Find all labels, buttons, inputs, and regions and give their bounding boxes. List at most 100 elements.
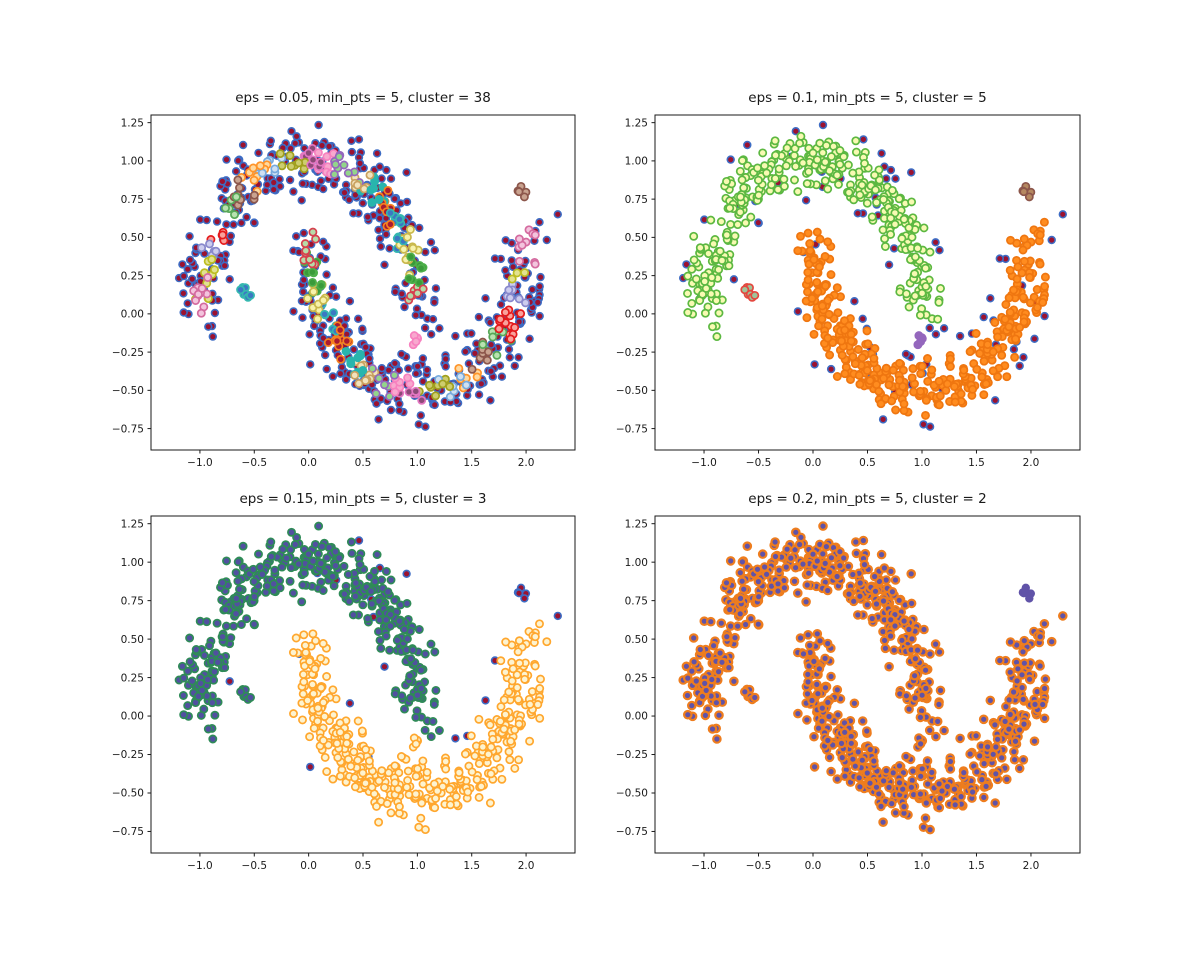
data-point (1015, 323, 1025, 332)
data-point (865, 376, 875, 386)
data-point (331, 561, 340, 571)
data-point (402, 634, 412, 644)
data-point (277, 562, 287, 572)
noise-point (376, 242, 385, 251)
data-point (207, 254, 217, 264)
data-point (429, 779, 439, 789)
data-point (288, 648, 298, 657)
data-point (820, 252, 830, 261)
data-point (798, 559, 808, 569)
data-point (752, 564, 763, 575)
data-point (1035, 259, 1045, 269)
noise-point (375, 234, 385, 243)
data-point (791, 527, 801, 538)
data-point (798, 158, 808, 168)
noise-point (349, 209, 358, 218)
data-point (231, 609, 241, 619)
data-point (793, 588, 803, 598)
data-point (770, 174, 780, 183)
data-point (1004, 293, 1014, 303)
noise-point (375, 162, 384, 171)
data-point (906, 569, 917, 579)
data-point (730, 231, 740, 241)
data-point (405, 671, 415, 681)
data-point (809, 731, 819, 742)
noise-point (411, 311, 420, 320)
data-point (687, 264, 697, 274)
data-point (404, 274, 414, 284)
data-point (233, 576, 243, 586)
y-tick-label: 0.50 (121, 232, 144, 244)
noise-point (178, 260, 187, 269)
data-point (494, 324, 504, 334)
data-point (235, 183, 244, 193)
y-tick-label: −0.75 (616, 826, 648, 838)
data-point (795, 633, 806, 643)
data-point (977, 372, 987, 382)
data-point (299, 630, 309, 640)
data-point (211, 648, 221, 658)
data-point (939, 725, 949, 736)
data-point (730, 632, 740, 643)
data-point (687, 298, 697, 308)
data-point (351, 578, 361, 588)
data-point (823, 184, 833, 194)
axis-ticks: −1.0 −0.5 0.0 0.5 1.0 1.5 2.0 1.25 1.00 0.75 0.50 0… (112, 518, 535, 872)
data-point (802, 580, 813, 590)
data-point (793, 708, 803, 719)
y-tick-label: 0.75 (625, 595, 648, 607)
data-point (460, 749, 470, 759)
data-point (1039, 217, 1049, 227)
data-point (341, 346, 351, 356)
data-point (701, 283, 711, 293)
data-point (876, 399, 886, 409)
noise-point (306, 762, 315, 772)
data-point (890, 575, 901, 585)
data-point (867, 613, 878, 624)
data-point (844, 188, 854, 198)
data-point (808, 148, 818, 158)
data-point (812, 556, 823, 566)
y-tick-label: −0.50 (112, 385, 144, 397)
data-point (230, 210, 239, 220)
data-point (740, 285, 750, 295)
data-point (897, 234, 907, 243)
x-tick-label: 0.0 (805, 860, 822, 872)
data-point (525, 736, 535, 746)
data-point (512, 670, 522, 680)
data-point (377, 766, 387, 776)
data-point (430, 647, 440, 657)
data-point (474, 792, 484, 802)
data-point (507, 274, 517, 284)
data-point (1019, 635, 1030, 646)
data-point (921, 683, 931, 694)
y-tick-label: 1.25 (121, 117, 144, 129)
data-point (380, 782, 389, 792)
data-point (1019, 719, 1029, 729)
data-point (297, 597, 307, 607)
data-point (486, 742, 496, 752)
data-point (390, 387, 400, 397)
data-point (781, 161, 791, 171)
data-point (815, 234, 825, 244)
data-point (988, 366, 998, 376)
data-point (915, 310, 925, 320)
data-point (823, 735, 833, 746)
noise-point (507, 256, 516, 265)
data-point (291, 633, 301, 643)
data-point (857, 755, 868, 766)
data-point (402, 232, 412, 242)
noise-point (810, 360, 819, 369)
data-point (1005, 709, 1016, 720)
data-point (420, 825, 430, 835)
data-point (385, 391, 394, 401)
data-point (899, 399, 909, 409)
data-point (708, 640, 719, 651)
data-point (416, 263, 426, 273)
data-point (904, 223, 914, 233)
x-tick-label: 0.5 (859, 860, 876, 872)
data-point (499, 695, 509, 705)
noise-point (225, 275, 234, 284)
data-point (202, 617, 212, 627)
noise-point (411, 369, 421, 378)
